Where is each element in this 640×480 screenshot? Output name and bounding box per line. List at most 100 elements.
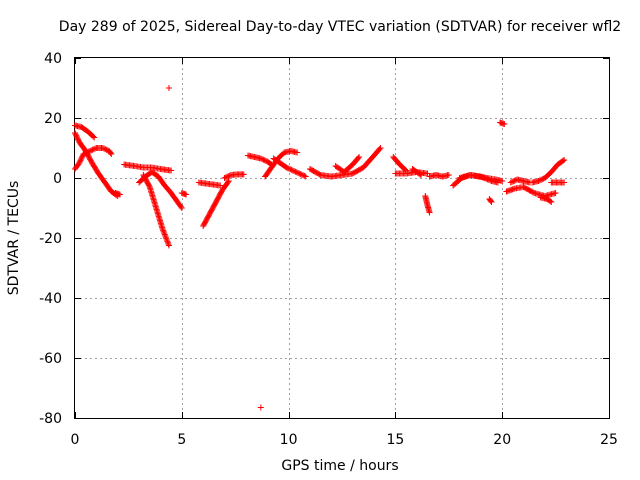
data-point (225, 173, 232, 180)
data-point (72, 131, 79, 138)
data-point (288, 166, 295, 173)
data-point (561, 179, 568, 186)
data-point (286, 165, 293, 172)
data-point (548, 199, 555, 205)
data-point (261, 157, 268, 164)
data-point (289, 167, 296, 174)
data-point (488, 199, 495, 205)
data-point (509, 178, 516, 185)
data-series-segment (121, 161, 175, 174)
y-tick-label: 0 (53, 171, 62, 187)
data-point (403, 167, 410, 174)
data-point (487, 177, 494, 184)
data-point (222, 174, 229, 181)
data-point (377, 145, 384, 151)
data-series-segment (486, 196, 495, 205)
data-point (76, 158, 83, 165)
data-point (165, 85, 172, 91)
data-point (560, 157, 567, 164)
data-point (83, 149, 90, 156)
axis-ticks: 0 5 10 15 20 25 -80 -60 -40 -20 0 20 40 (39, 51, 618, 448)
data-point (257, 155, 264, 162)
data-series-segment (426, 172, 452, 180)
data-series-segment (165, 85, 172, 91)
y-tick-label: 40 (44, 51, 62, 67)
data-point (162, 232, 169, 239)
data-point (301, 172, 308, 179)
data-series-segment (548, 179, 568, 186)
data-point (160, 228, 167, 235)
data-point (90, 146, 97, 153)
data-point (164, 238, 171, 245)
data-series-segment (390, 154, 410, 174)
data-point (535, 178, 542, 184)
data-point (159, 226, 166, 232)
data-series-segment (529, 157, 568, 186)
data-series-segment (72, 145, 115, 172)
data-point (487, 198, 494, 204)
data-point (291, 168, 298, 175)
data-point (260, 156, 267, 163)
data-series-segment (178, 190, 190, 198)
data-point (259, 156, 266, 163)
data-point (224, 179, 231, 186)
data-series-segment (409, 166, 425, 178)
data-series-segment (140, 172, 172, 249)
data-point (402, 166, 409, 173)
data-point (164, 239, 171, 246)
data-point (78, 154, 85, 161)
y-tick-label: -80 (39, 411, 62, 427)
data-point (80, 151, 87, 157)
y-tick-label: -60 (39, 351, 62, 367)
data-point (483, 175, 490, 182)
data-series-segment (270, 155, 309, 180)
data-point (73, 133, 80, 140)
data-point (161, 230, 168, 237)
data-series-segment (112, 190, 123, 198)
data-point (552, 190, 559, 196)
data-point (494, 179, 501, 186)
data-series-segment (257, 404, 264, 411)
chart-title: Day 289 of 2025, Sidereal Day-to-day VTE… (59, 19, 621, 35)
data-series-segment (245, 152, 275, 168)
x-tick-label: 15 (386, 432, 404, 448)
data-point (287, 166, 294, 173)
data-point (510, 178, 517, 185)
data-point (539, 176, 546, 183)
data-point (91, 134, 98, 141)
data-point (480, 174, 487, 181)
data-point (561, 157, 568, 163)
data-point (116, 191, 123, 198)
data-series-segment (507, 176, 533, 186)
data-series-segment (72, 122, 98, 141)
data-point (426, 209, 433, 216)
data-point (294, 149, 301, 156)
data-point (416, 171, 423, 178)
data-point (221, 175, 228, 181)
data-point (293, 169, 300, 176)
grid-lines (75, 58, 609, 418)
data-point (536, 177, 543, 184)
data-point (92, 145, 99, 152)
data-point (165, 241, 172, 248)
data-series-segment (332, 154, 363, 175)
data-point (183, 191, 190, 198)
data-point (298, 171, 305, 178)
data-point (99, 145, 106, 151)
data-point (479, 174, 486, 181)
x-tick-label: 0 (71, 432, 80, 448)
data-point (445, 172, 452, 178)
data-point (84, 149, 91, 156)
data-point (356, 154, 363, 160)
data-point (107, 150, 114, 156)
data-series-segment (422, 193, 433, 216)
data-point (75, 136, 82, 143)
data-point (499, 178, 506, 184)
data-point (108, 151, 115, 157)
data-point (226, 172, 233, 179)
x-tick-label: 20 (493, 432, 511, 448)
data-point (81, 150, 88, 157)
data-point (240, 171, 247, 178)
data-series-segment (262, 148, 301, 180)
